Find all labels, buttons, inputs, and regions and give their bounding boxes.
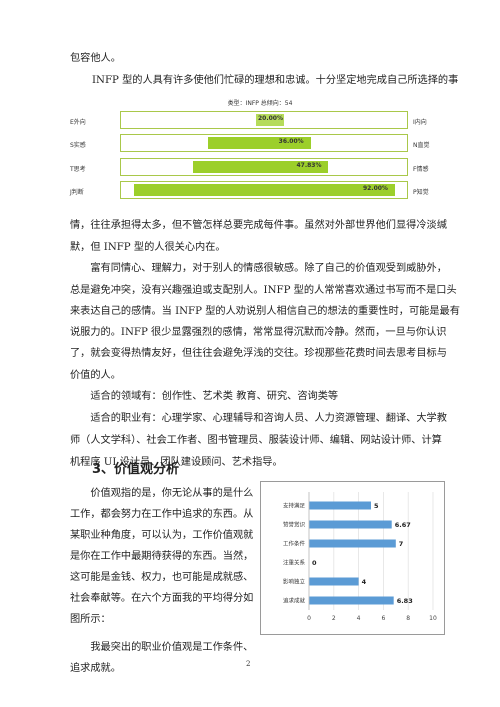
values-chart-svg: 0 2 4 6 8 10 支持满足 5 赞誉赏识 6.67 工作条件 7 注重关系 0 影响独立 4 追求成就 6…: [283, 492, 437, 622]
paragraph-line: 机程序 UI 设计员、团队建设顾问、艺术指导。: [70, 457, 283, 468]
mbti-bar-value: 47.83%: [296, 162, 322, 169]
paragraph-line: 图所示：: [70, 614, 111, 625]
mbti-right-label: I内向: [413, 119, 427, 126]
mbti-right-label: F情感: [413, 166, 429, 173]
mbti-row: T思考 47.83% F情感: [70, 158, 450, 178]
mbti-chart-title: 类型：INFP 总倾向：54: [227, 100, 293, 107]
paragraph-line: INFP 型的人具有许多使他们忙碌的理想和忠诚。十分坚定地完成自己所选择的事: [92, 75, 459, 86]
category-label: 影响独立: [283, 578, 306, 586]
paragraph-line: 富有同情心、理解力，对于别人的情感很敏感。除了自己的价值观受到威胁外，: [70, 263, 447, 274]
mbti-bar-value: 92.00%: [362, 185, 388, 192]
value-label: 4: [362, 578, 367, 586]
mbti-row: J判断 92.00% P知觉: [70, 181, 450, 201]
mbti-bar-fill: [256, 114, 284, 126]
paragraph-line: 师（人文学科）、社会工作者、图书管理员、服装设计师、编辑、网站设计师、计算: [70, 435, 442, 446]
mbti-left-label: S实感: [70, 142, 86, 149]
x-tick-label: 8: [406, 615, 410, 622]
x-tick-label: 10: [429, 615, 437, 622]
value-label: 0: [312, 559, 317, 567]
mbti-bar-fill: [133, 184, 395, 196]
paragraph-line: 默，但 INFP 型的人很关心内在。: [70, 242, 226, 253]
category-label: 注重关系: [283, 559, 306, 567]
paragraph-line: 社会奉献等。在六个方面我的平均得分如: [70, 593, 254, 604]
paragraph-line: 说服力的。INFP 很少显露强烈的感情，常常显得沉默而冷静。然而，一旦与你认识: [70, 327, 447, 338]
category-label: 追求成就: [283, 597, 306, 605]
value-bar: [309, 577, 359, 586]
mbti-row: E外向 20.00% I内向: [70, 111, 450, 131]
paragraph-line: 包容他人。: [70, 53, 121, 64]
mbti-left-label: J判断: [70, 189, 84, 196]
paragraph-line: 工作，都会努力在工作中追求的东西。从: [70, 509, 254, 520]
values-bar-chart: 0 2 4 6 8 10 支持满足 5 赞誉赏识 6.67 工作条件 7 注重关系 0 影响独立 4 追求成就 6…: [260, 481, 445, 635]
mbti-bar-value: 36.00%: [278, 138, 304, 145]
value-bar: [309, 520, 392, 529]
value-bar: [309, 596, 394, 605]
paragraph-line: 情，往往承担得太多，但不管怎样总要完成每件事。虽然对外部世界他们显得冷淡缄: [70, 220, 447, 231]
value-label: 5: [374, 502, 379, 510]
paragraph-line: 价值的人。: [70, 370, 121, 381]
mbti-row: S实感 36.00% N直觉: [70, 134, 450, 154]
paragraph-line: 这可能是金钱、权力，也可能是成就感、: [70, 572, 254, 583]
value-bar: [309, 501, 371, 510]
paragraph-line: 了，就会变得热情友好，但往往会避免浮浅的交往。珍视那些花费时间去思考目标与: [70, 348, 447, 359]
paragraph-line: 我最突出的职业价值观是工作条件、: [70, 642, 254, 653]
category-label: 工作条件: [283, 540, 306, 548]
x-tick-label: 6: [381, 615, 385, 622]
mbti-right-label: P知觉: [413, 189, 429, 196]
mbti-bar-fill: [208, 137, 311, 149]
x-tick-label: 2: [332, 615, 336, 622]
mbti-bar-value: 20.00%: [258, 115, 283, 122]
section-title: 3、价值观分析: [92, 462, 180, 477]
paragraph-line: 是你在工作中最期待获得的东西。当然，: [70, 551, 254, 562]
paragraph-line: 适合的领域有：创作性、艺术类 教育、研究、咨询类等: [70, 391, 339, 402]
mbti-bar-frame: 47.83%: [120, 158, 408, 176]
value-label: 6.83: [397, 597, 413, 605]
paragraph-line: 某职业种角度，可以认为，工作价值观就: [70, 530, 254, 541]
paragraph-line: 总是避免冲突，没有兴趣强迫或支配别人。INFP 型的人常常喜欢通过书写而不是口头: [70, 285, 457, 296]
value-bar: [309, 539, 396, 548]
mbti-left-label: T思考: [70, 166, 86, 173]
mbti-bar-fill: [192, 161, 329, 173]
page-number: 2: [246, 660, 251, 668]
mbti-bar-frame: 36.00%: [120, 134, 408, 152]
category-label: 支持满足: [283, 502, 306, 510]
paragraph-line: 来表达自己的感情。当 INFP 型的人劝说别人相信自己的想法的重要性时，可能是最…: [70, 306, 460, 317]
mbti-left-label: E外向: [70, 119, 86, 126]
mbti-preference-chart: 类型：INFP 总倾向：54 E外向 20.00% I内向 S实感 36.00% N直觉 T…: [70, 98, 450, 203]
mbti-bar-frame: 92.00%: [120, 181, 408, 199]
mbti-bar-frame: 20.00%: [120, 111, 408, 129]
x-tick-label: 0: [307, 615, 311, 622]
value-label: 6.67: [395, 521, 411, 529]
paragraph-line: 价值观指的是，你无论从事的是什么: [70, 488, 254, 499]
value-label: 7: [399, 540, 404, 548]
x-tick-label: 4: [357, 615, 361, 622]
paragraph-line: 追求成就。: [70, 663, 121, 674]
mbti-right-label: N直觉: [413, 142, 430, 149]
paragraph-line: 适合的职业有：心理学家、心理辅导和咨询人员、人力资源管理、翻译、大学教: [70, 413, 447, 424]
category-label: 赞誉赏识: [283, 521, 306, 529]
